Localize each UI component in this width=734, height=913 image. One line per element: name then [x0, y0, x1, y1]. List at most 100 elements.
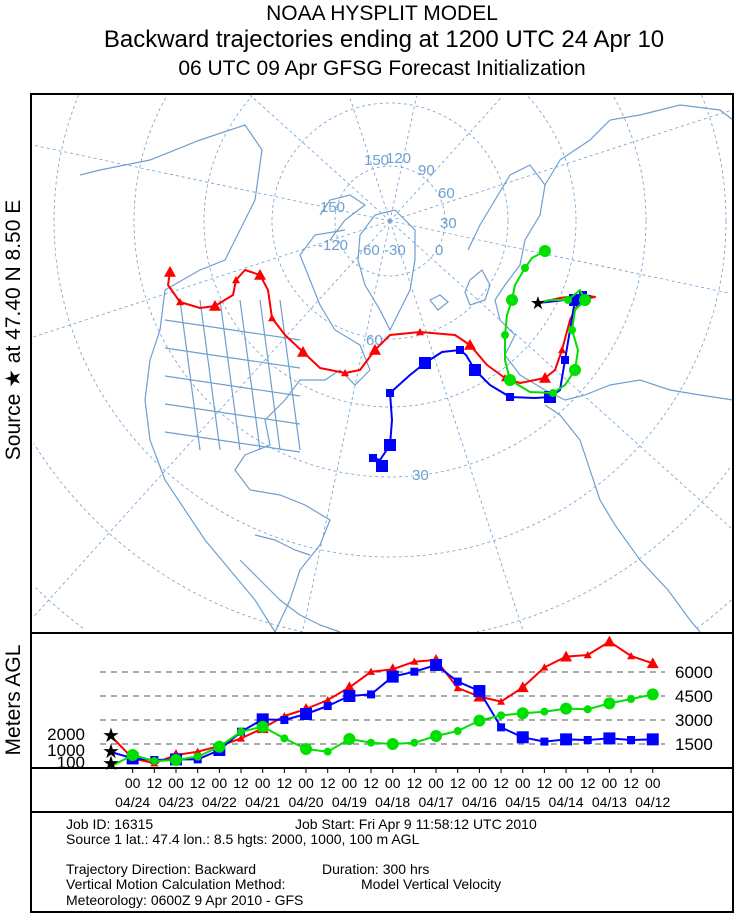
- height-point: [583, 651, 592, 659]
- job-id: Job ID: 16315: [66, 816, 153, 832]
- state-border: [259, 299, 281, 451]
- height-point: [646, 688, 659, 701]
- hour-label: 00: [558, 775, 574, 791]
- date-label: 04/13: [592, 794, 627, 810]
- height-point: [193, 747, 202, 755]
- hour-label: 12: [190, 775, 206, 791]
- coastline: [239, 559, 341, 633]
- start-height-label: 2000: [47, 725, 85, 744]
- hour-label: 00: [602, 775, 618, 791]
- hour-label: 12: [407, 775, 423, 791]
- height-point: [323, 696, 332, 704]
- height-point: [430, 658, 443, 671]
- height-point: [603, 732, 616, 745]
- height-point: [453, 727, 462, 736]
- hour-label: 12: [623, 775, 639, 791]
- meridian-line: [32, 220, 391, 338]
- state-border: [164, 375, 301, 397]
- grid-label: 60: [366, 332, 383, 349]
- start-star-icon: ★: [102, 725, 120, 747]
- height-point: [583, 705, 592, 714]
- hour-label: 12: [537, 775, 553, 791]
- grid-label: 90: [418, 162, 435, 179]
- model-title: NOAA HYSPLIT MODEL: [266, 2, 498, 25]
- height-point: [583, 736, 592, 744]
- trajectory-marker: [504, 374, 516, 386]
- trajectory-marker: [164, 266, 176, 277]
- trajectory-marker: [369, 454, 377, 462]
- hour-label: 00: [342, 775, 358, 791]
- latitude-circle: [35, 587, 84, 629]
- state-border: [164, 431, 301, 453]
- height-point: [367, 667, 376, 675]
- trajectory-direction: Trajectory Direction: Backward: [66, 861, 256, 877]
- hour-label: 00: [125, 775, 141, 791]
- height-series-line: [110, 693, 654, 768]
- height-point: [343, 690, 356, 702]
- state-border: [199, 299, 221, 451]
- height-point: [213, 740, 226, 753]
- trajectory-marker: [209, 300, 221, 311]
- height-point: [603, 635, 616, 647]
- state-border: [164, 347, 301, 369]
- height-point: [473, 685, 486, 698]
- trajectory-marker: [384, 439, 396, 451]
- height-point: [280, 716, 289, 724]
- hour-label: 00: [645, 775, 661, 791]
- y-tick-label: 1500: [675, 735, 713, 754]
- trajectory-marker: [341, 369, 349, 377]
- job-start: Job Start: Fri Apr 9 11:58:12 UTC 2010: [295, 816, 537, 832]
- grid-label: 150: [320, 199, 345, 216]
- trajectory-marker: [456, 346, 464, 354]
- date-label: 04/20: [289, 794, 324, 810]
- height-point: [560, 702, 573, 715]
- trajectory-marker: [419, 357, 431, 369]
- height-point: [126, 749, 139, 762]
- trajectory-line: [372, 294, 591, 467]
- hour-label: 00: [168, 775, 184, 791]
- coastline: [464, 269, 491, 306]
- trajectory-marker: [469, 364, 481, 376]
- map-frame: [30, 93, 734, 634]
- trajectory-marker: [464, 339, 476, 350]
- start-star-icon: ★: [102, 753, 120, 775]
- height-point: [646, 657, 659, 669]
- date-label: 04/24: [115, 794, 150, 810]
- meridian-line: [348, 95, 391, 222]
- height-point: [516, 731, 529, 744]
- meteorology: Meteorology: 0600Z 9 Apr 2010 - GFS: [66, 892, 303, 908]
- height-point: [627, 652, 636, 660]
- height-point: [453, 677, 462, 686]
- latitude-circle: [696, 599, 732, 629]
- height-point: [300, 708, 313, 720]
- height-point: [453, 684, 462, 692]
- trajectory-marker: [176, 298, 184, 306]
- coastline: [429, 294, 449, 311]
- hour-label: 12: [320, 775, 336, 791]
- hour-label: 00: [212, 775, 228, 791]
- source-info: Source 1 lat.: 47.4 lon.: 8.5 hgts: 2000…: [66, 831, 420, 847]
- hour-label: 00: [255, 775, 271, 791]
- coastline: [544, 404, 701, 633]
- figure-title: Backward trajectories ending at 1200 UTC…: [104, 26, 664, 53]
- trajectories: ★: [164, 245, 596, 472]
- coastline: [319, 194, 367, 241]
- height-profile: Meters AGL 6000 4500 3000 1500 2000 ★ 1000 ★ 10…: [2, 632, 734, 775]
- date-label: 04/19: [332, 794, 367, 810]
- height-point: [497, 697, 506, 705]
- height-point: [193, 752, 202, 761]
- latitude-circle: [33, 443, 303, 633]
- height-point: [646, 733, 659, 746]
- hour-label: 12: [363, 775, 379, 791]
- height-point: [343, 733, 356, 746]
- trajectory-marker: [254, 269, 266, 280]
- vertical-method: Vertical Motion Calculation Method:: [66, 876, 285, 892]
- state-border: [164, 319, 301, 341]
- height-point: [237, 727, 246, 736]
- height-point: [323, 702, 332, 710]
- start-star-icon: ★: [102, 741, 120, 763]
- latitude-circle: [203, 96, 577, 408]
- trajectory-marker: [539, 372, 551, 383]
